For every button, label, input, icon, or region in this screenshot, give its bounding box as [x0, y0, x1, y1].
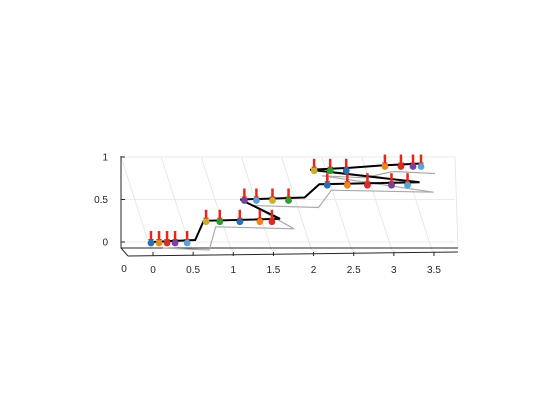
x-tick-label: 1.5 [266, 265, 280, 276]
trajectory-line [150, 162, 422, 243]
depth-tick-label: 0 [121, 264, 127, 275]
x-tick-label: 2.5 [347, 265, 361, 276]
data-point [404, 181, 411, 189]
data-point [364, 181, 371, 189]
x-tick-label: 3 [391, 265, 397, 276]
z-tick-label: 1 [102, 153, 108, 164]
data-point [216, 218, 224, 226]
data-point [202, 218, 210, 226]
x-tick-label: 1 [230, 265, 236, 276]
data-point [269, 197, 276, 204]
data-point [268, 218, 276, 226]
data-point [163, 239, 171, 247]
data-point [326, 167, 334, 175]
grid-line [200, 156, 232, 251]
data-point [381, 163, 389, 170]
data-points [147, 154, 425, 247]
data-point [253, 197, 260, 204]
grid-line [231, 249, 236, 253]
data-point [285, 197, 292, 204]
grid-line [391, 249, 397, 253]
tick-labels: 0 0.5 1 0 0.5 1 1.5 2 2.5 3 3.5 0 [94, 153, 441, 277]
data-point [343, 181, 351, 189]
grid-line [311, 249, 316, 253]
data-point [183, 239, 191, 247]
data-point [323, 181, 331, 189]
data-point [171, 239, 179, 247]
grid-line [361, 156, 393, 251]
grid-line [271, 249, 276, 253]
grid-line [281, 156, 312, 251]
z-tick-label: 0 [102, 238, 108, 249]
data-point [397, 163, 405, 170]
data-point [147, 239, 155, 247]
x-tick-label: 0.5 [186, 265, 200, 276]
grid [120, 156, 459, 253]
data-point [409, 163, 417, 170]
grid-line [150, 249, 156, 253]
grid-line [120, 156, 152, 251]
data-point [388, 181, 395, 189]
grid-line [454, 156, 459, 249]
data-point [236, 218, 244, 226]
data-point [155, 239, 163, 247]
grid-line [401, 156, 433, 251]
grid-line [190, 249, 196, 253]
x-axis-front-line [127, 251, 459, 257]
grid-line [431, 249, 437, 253]
depth-axis-line [120, 247, 129, 257]
x-tick-label: 3.5 [427, 265, 441, 276]
data-point [342, 167, 350, 175]
data-point [240, 197, 248, 204]
data-point [417, 163, 425, 170]
data-point [310, 167, 318, 175]
x-tick-label: 0 [150, 265, 156, 276]
trajectory [150, 162, 422, 243]
z-tick-label: 0.5 [94, 195, 108, 206]
grid-line [351, 249, 356, 253]
axes [120, 156, 459, 257]
x-tick-label: 2 [311, 265, 317, 276]
data-point [256, 218, 264, 226]
